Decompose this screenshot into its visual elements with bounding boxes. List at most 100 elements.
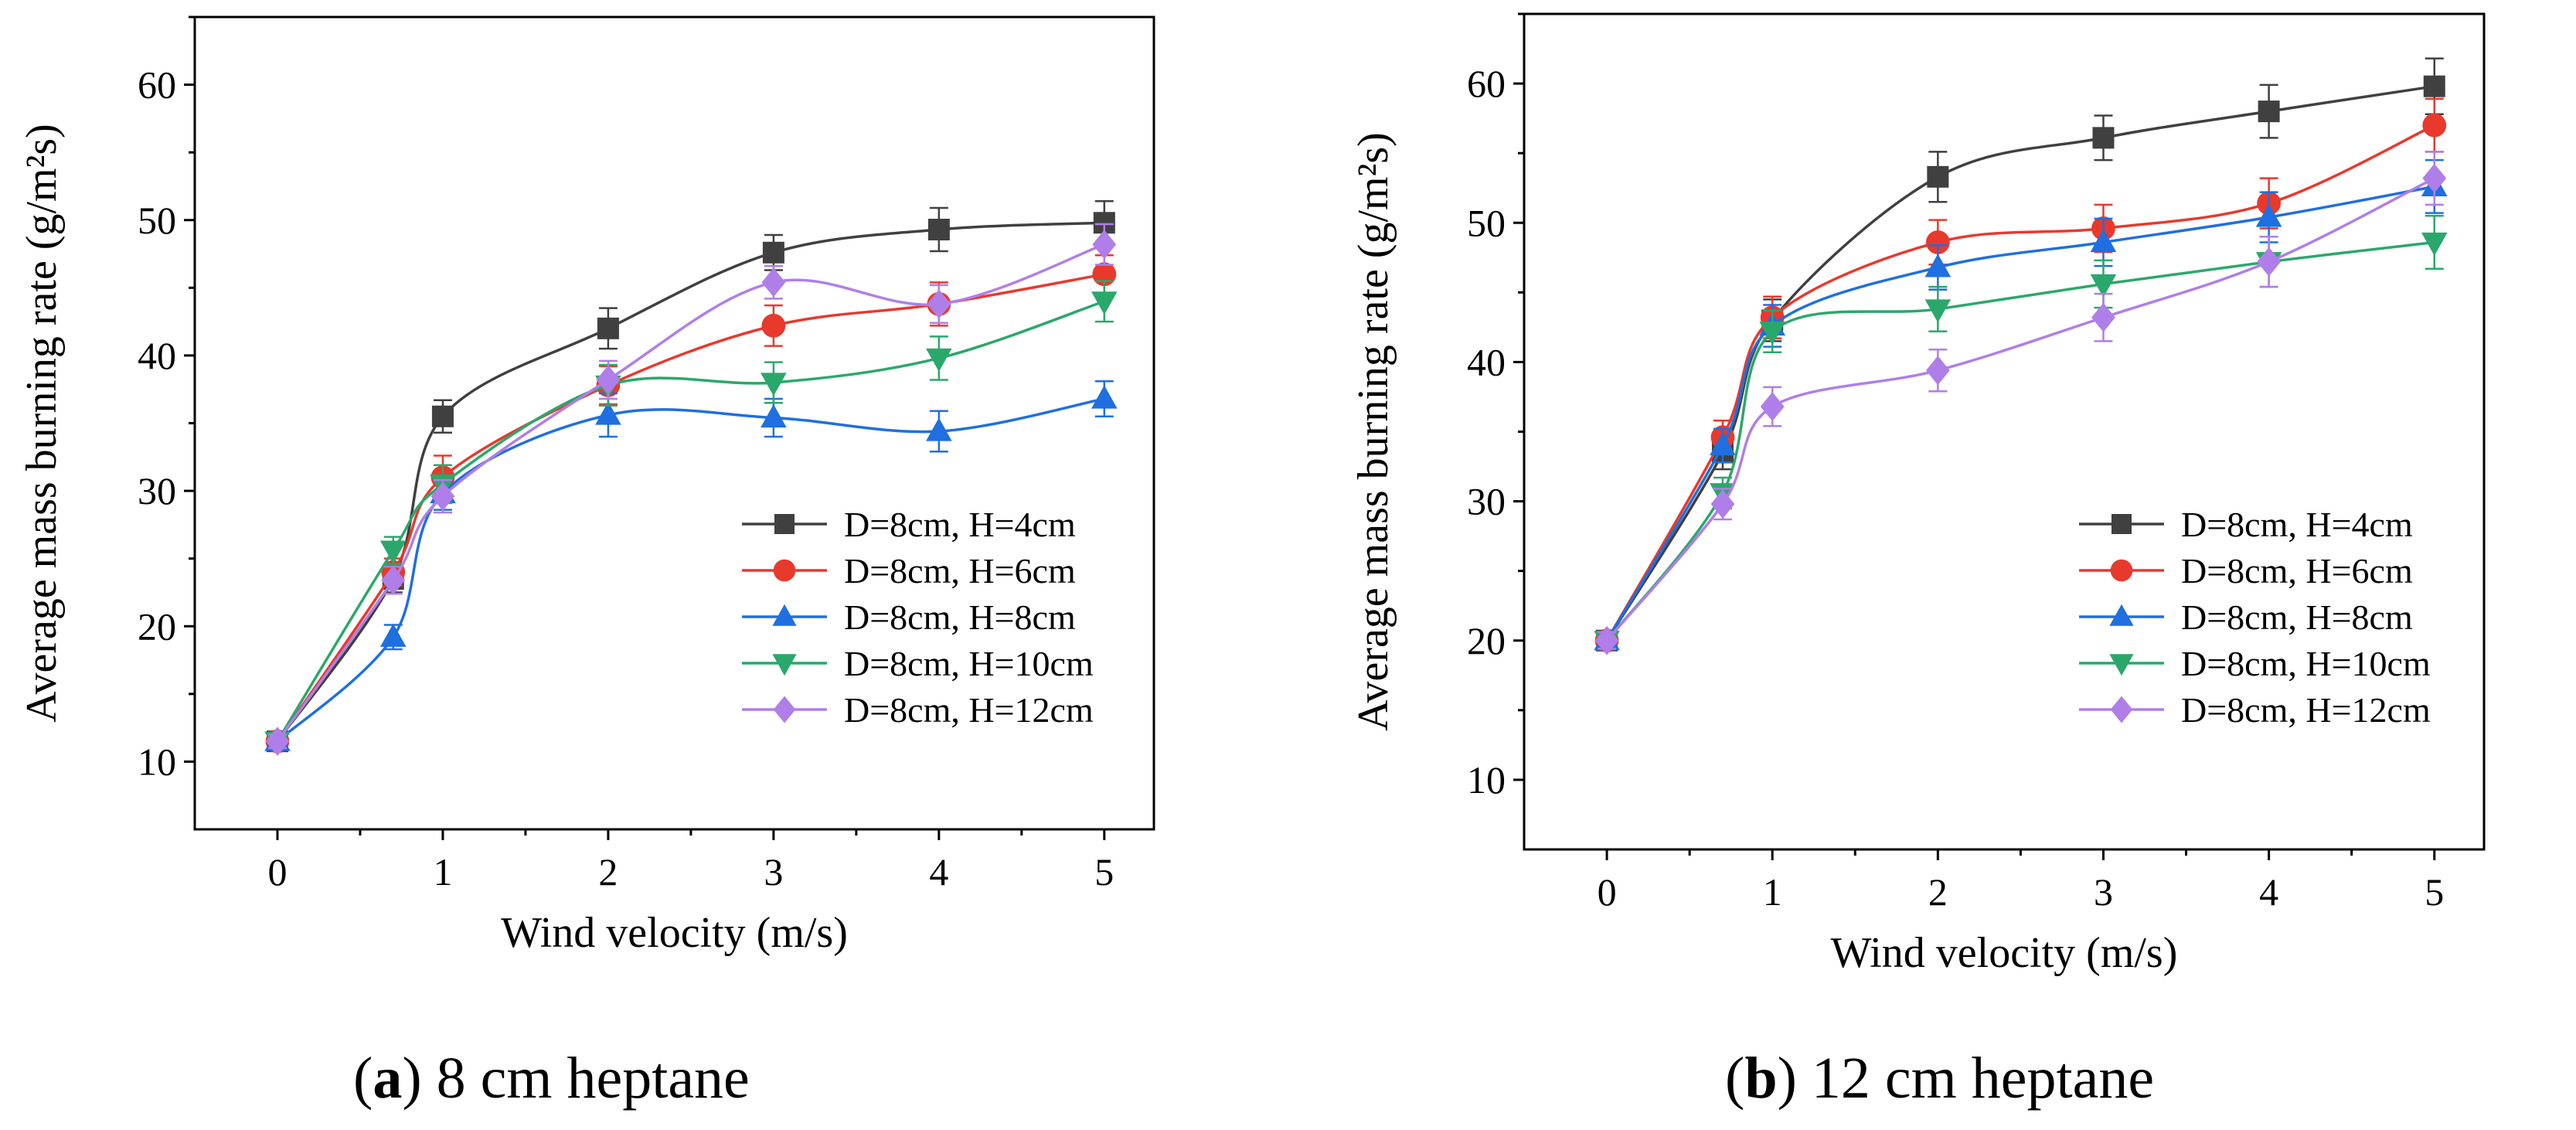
legend-marker [773,559,796,582]
legend-label: D=8cm, H=12cm [2181,690,2431,730]
data-point [2257,247,2282,277]
data-point [1924,299,1952,323]
data-point [2422,113,2447,138]
data-point [1927,165,1949,188]
legend-marker [2110,559,2133,582]
y-tick-label: 60 [138,63,176,107]
data-point [2421,232,2448,256]
y-tick-label: 50 [1467,201,1506,244]
y-tick-label: 40 [1467,340,1506,383]
legend-marker [774,514,795,534]
x-axis-title: Wind velocity (m/s) [1831,929,2178,977]
legend-item: D=8cm, H=12cm [2079,690,2431,730]
x-tick-label: 5 [2425,870,2444,914]
data-point [2422,163,2447,193]
legend-label: D=8cm, H=4cm [2181,505,2413,544]
y-axis-title: Average mass burning rate (g/m²s) [1349,132,1397,731]
data-point [761,313,786,338]
legend-label: D=8cm, H=12cm [844,690,1094,730]
legend-item: D=8cm, H=6cm [2079,551,2413,591]
data-point [265,727,290,757]
data-point [595,401,621,425]
legend-marker [772,604,797,626]
data-point [379,540,407,564]
series-5 [1594,151,2447,655]
data-point [2255,203,2282,227]
data-point [761,267,786,298]
chart-panel-a: 10 20 30 40 50 60 0 1 2 3 4 5 Wind velocity (m/s) Ave… [18,15,1155,1111]
data-point [1092,230,1117,260]
data-point [1759,322,1786,345]
legend: D=8cm, H=4cm D=8cm, H=6cm D=8cm, H=8cm D=8c… [2079,505,2431,730]
data-point [1710,432,1736,456]
data-point [596,365,621,395]
legend-item: D=8cm, H=6cm [742,551,1076,591]
data-point [761,373,787,397]
data-point [2258,100,2280,123]
data-point [761,403,787,428]
legend-label: D=8cm, H=6cm [2181,551,2413,591]
data-point [1091,385,1118,409]
y-axis-title: Average mass burning rate (g/m²s) [18,124,66,723]
panel-caption: (b) 12 cm heptane [1725,1046,2154,1111]
x-tick-label: 1 [433,850,452,893]
data-point [926,348,952,372]
x-tick-label: 5 [1094,850,1114,893]
caption-letter: b [1744,1046,1777,1111]
caption-open-paren: ( [353,1046,373,1111]
legend-item: D=8cm, H=12cm [742,690,1094,730]
y-tick-label: 30 [1467,480,1506,523]
data-point [1091,291,1118,315]
series-5 [265,223,1117,757]
data-point [2092,127,2115,149]
data-point [927,289,951,319]
legend-marker [772,654,797,676]
data-point [927,219,950,241]
data-point [379,623,407,647]
legend-marker [2109,604,2134,626]
legend-label: D=8cm, H=6cm [844,551,1076,591]
data-point [2090,228,2117,253]
y-tick-label: 20 [138,604,176,648]
panel-caption: (a) 8 cm heptane [353,1046,750,1111]
data-point [381,565,406,595]
legend-item: D=8cm, H=10cm [2079,644,2431,683]
caption-open-paren: ( [1725,1046,1744,1111]
y-tick-label: 60 [1467,62,1506,105]
data-point [1710,489,1735,519]
data-point [1594,625,1619,655]
y-tick-label: 30 [138,469,176,512]
caption-text: 12 cm heptane [1797,1046,2154,1111]
data-point [2423,75,2445,97]
x-tick-label: 2 [1928,870,1948,914]
data-point [430,482,455,511]
legend-item: D=8cm, H=4cm [2079,505,2413,544]
chart-panel-b: 10 20 30 40 50 60 0 1 2 3 4 5 Wind velocity (m/s) Ave… [1349,12,2486,1111]
legend-marker [2109,654,2134,676]
y-tick-label: 10 [138,740,176,783]
data-point [597,317,619,339]
legend-marker [2112,514,2132,534]
y-tick-label: 10 [1467,758,1506,802]
legend-label: D=8cm, H=10cm [2181,644,2431,683]
data-point [2090,274,2117,298]
legend-label: D=8cm, H=4cm [844,505,1076,544]
x-tick-label: 4 [929,850,948,893]
legend-marker [773,696,796,723]
data-point [431,405,454,427]
caption-letter: a [373,1046,402,1111]
legend-item: D=8cm, H=10cm [742,644,1094,683]
y-tick-label: 40 [138,334,176,377]
x-tick-label: 3 [2094,870,2113,914]
x-axis-title: Wind velocity (m/s) [501,909,848,957]
x-tick-label: 1 [1763,870,1782,914]
data-point [1925,230,1950,254]
legend-item: D=8cm, H=4cm [742,505,1076,544]
y-tick-label: 20 [1467,619,1506,662]
x-tick-label: 0 [267,850,287,893]
data-point [926,417,952,441]
caption-close-paren: ) [402,1046,421,1111]
legend: D=8cm, H=4cm D=8cm, H=6cm D=8cm, H=8cm D=8c… [742,505,1094,730]
x-tick-label: 2 [598,850,618,893]
